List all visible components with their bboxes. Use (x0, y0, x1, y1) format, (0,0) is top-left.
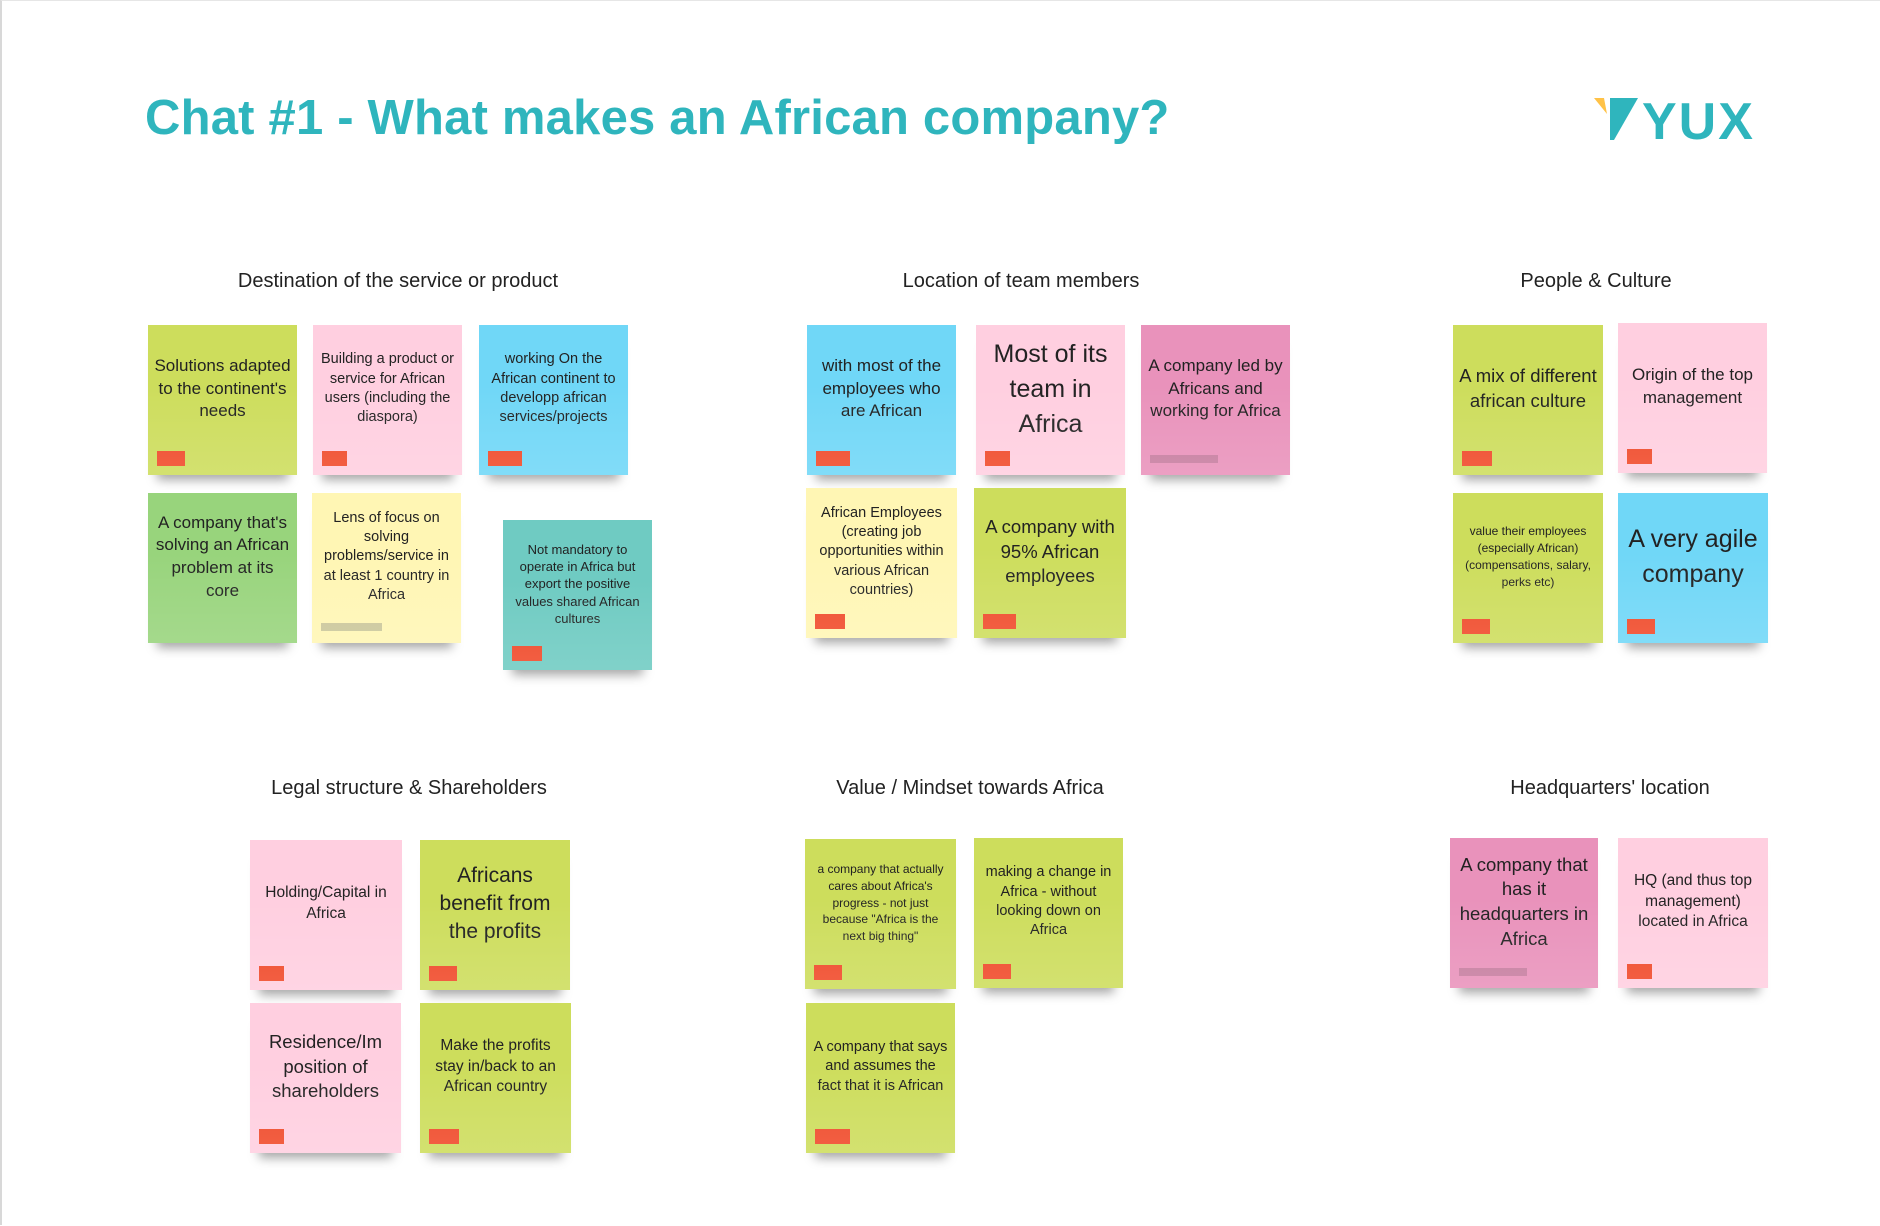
note-text: Building a product or service for Africa… (321, 351, 454, 426)
sticky-note[interactable]: HQ (and thus top management) located in … (1618, 838, 1768, 988)
note-text: Solutions adapted to the continent's nee… (154, 356, 291, 421)
note-tag (1627, 619, 1655, 634)
note-tag (985, 451, 1010, 466)
note-text: with most of the employees who are Afric… (821, 356, 942, 421)
note-tag (983, 614, 1016, 629)
sticky-note[interactable]: Holding/Capital in Africa (250, 840, 402, 990)
sticky-note[interactable]: Origin of the top management (1618, 323, 1767, 473)
sticky-note[interactable]: A company that says and assumes the fact… (806, 1003, 955, 1153)
page-title: Chat #1 - What makes an African company? (145, 91, 1170, 145)
sticky-note[interactable]: Residence/Im position of shareholders (250, 1003, 401, 1153)
section-title-destination: Destination of the service or product (237, 270, 559, 292)
note-text: A mix of different african culture (1459, 365, 1597, 411)
sticky-note[interactable]: A mix of different african culture (1453, 325, 1603, 475)
note-tag (1627, 964, 1652, 979)
sticky-note[interactable]: Africans benefit from the profits (420, 840, 570, 990)
note-tag (322, 451, 347, 466)
sticky-note[interactable]: with most of the employees who are Afric… (807, 325, 956, 475)
sticky-note[interactable]: African Employees (creating job opportun… (806, 488, 957, 638)
note-text: Origin of the top management (1632, 365, 1753, 407)
sticky-note[interactable]: A company with 95% African employees (974, 488, 1126, 638)
note-text: A company that's solving an African prob… (155, 512, 290, 600)
note-text: A company led by Africans and working fo… (1148, 356, 1283, 421)
note-tag (815, 1129, 850, 1144)
sticky-note[interactable]: Most of its team in Africa (976, 325, 1125, 475)
note-tag (814, 965, 842, 980)
note-tag (1462, 619, 1490, 634)
sticky-note[interactable]: Lens of focus on solving problems/servic… (312, 493, 461, 643)
section-title-value-mindset: Value / Mindset towards Africa (836, 777, 1104, 799)
sticky-note[interactable]: working On the African continent to deve… (479, 325, 628, 475)
note-text: HQ (and thus top management) located in … (1633, 872, 1753, 931)
yux-logo-mark: YUX (1594, 93, 1755, 151)
note-tag (157, 451, 185, 466)
note-text: Not mandatory to operate in Africa but e… (515, 541, 640, 626)
note-tag (259, 1129, 284, 1144)
section-title-location: Location of team members (902, 270, 1140, 292)
note-text: Lens of focus on solving problems/servic… (323, 509, 450, 603)
sticky-note[interactable]: Solutions adapted to the continent's nee… (148, 325, 297, 475)
sticky-note[interactable]: a company that actually cares about Afri… (805, 839, 956, 989)
sticky-note[interactable]: Building a product or service for Africa… (313, 325, 462, 475)
note-tag (1459, 968, 1527, 976)
sticky-note[interactable]: Not mandatory to operate in Africa but e… (503, 520, 652, 670)
note-text: A very agile company (1628, 525, 1758, 588)
note-text: Holding/Capital in Africa (265, 884, 387, 922)
section-title-legal: Legal structure & Shareholders (271, 777, 547, 799)
sticky-note[interactable]: A very agile company (1618, 493, 1768, 643)
note-text: Make the profits stay in/back to an Afri… (435, 1037, 556, 1096)
svg-text:YUX: YUX (1642, 96, 1755, 142)
sticky-note[interactable]: A company led by Africans and working fo… (1141, 325, 1290, 475)
note-tag (321, 623, 382, 631)
yux-logo: YUX (1594, 93, 1764, 151)
note-tag (512, 646, 542, 661)
note-text: A company with 95% African employees (985, 516, 1115, 587)
note-tag (983, 964, 1011, 979)
note-text: Residence/Im position of shareholders (268, 1031, 383, 1102)
sticky-note[interactable]: A company that's solving an African prob… (148, 493, 297, 643)
note-tag (1627, 449, 1652, 464)
section-title-people-culture: People & Culture (1520, 270, 1672, 292)
note-tag (816, 451, 850, 466)
note-tag (429, 1129, 459, 1144)
note-text: working On the African continent to deve… (491, 351, 616, 426)
section-title-headquarters: Headquarters' location (1510, 777, 1710, 799)
note-text: Most of its team in Africa (993, 339, 1108, 438)
note-tag (1462, 451, 1492, 466)
sticky-note[interactable]: A company that has it headquarters in Af… (1450, 838, 1598, 988)
note-text: a company that actually cares about Afri… (817, 862, 944, 944)
note-tag (259, 966, 284, 981)
sticky-note[interactable]: value their employees (especially Africa… (1453, 493, 1603, 643)
note-text: making a change in Africa - without look… (985, 864, 1112, 939)
note-text: African Employees (creating job opportun… (819, 504, 944, 598)
note-tag (488, 451, 522, 466)
sticky-note[interactable]: Make the profits stay in/back to an Afri… (420, 1003, 571, 1153)
note-text: A company that has it headquarters in Af… (1459, 853, 1589, 949)
note-text: A company that says and assumes the fact… (813, 1039, 948, 1094)
note-tag (815, 614, 845, 629)
sticky-note[interactable]: making a change in Africa - without look… (974, 838, 1123, 988)
note-text: value their employees (especially Africa… (1465, 524, 1591, 589)
note-tag (429, 966, 457, 981)
note-text: Africans benefit from the profits (439, 864, 551, 943)
note-tag (1150, 455, 1218, 463)
